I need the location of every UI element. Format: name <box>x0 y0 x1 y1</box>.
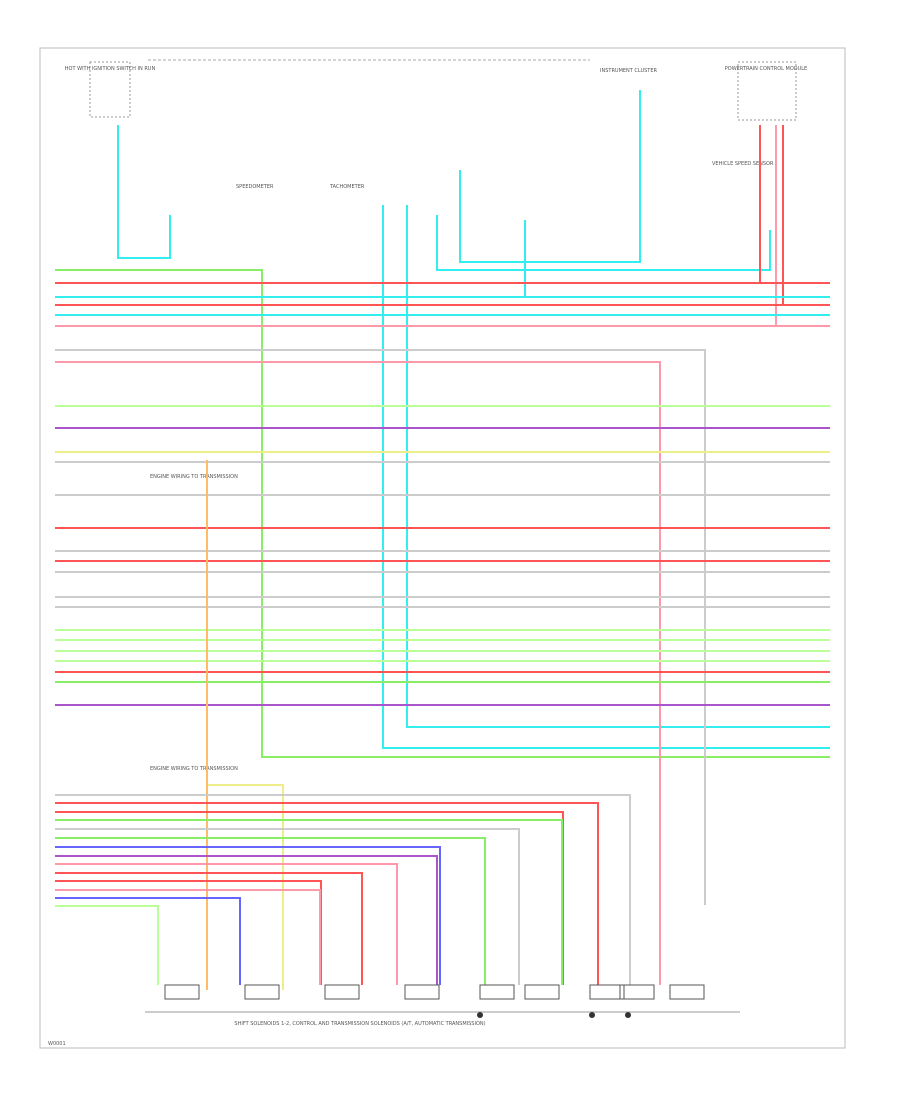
cluster-label: INSTRUMENT CLUSTER <box>600 68 658 74</box>
solenoid <box>524 984 560 1000</box>
connector-box <box>89 61 131 118</box>
solenoid <box>669 984 705 1000</box>
wire <box>524 220 830 298</box>
wire <box>55 361 661 985</box>
wire <box>55 872 363 985</box>
solenoid <box>619 984 655 1000</box>
ground <box>625 1012 631 1018</box>
splice-label: ENGINE WIRING TO TRANSMISSION <box>150 474 238 480</box>
solenoid <box>404 984 440 1000</box>
wire <box>406 205 830 728</box>
gauge-label: SPEEDOMETER <box>236 184 274 190</box>
connector-label: HOT WITH IGNITION SWITCH IN RUN <box>65 66 156 72</box>
caption: SHIFT SOLENOIDS 1-2, CONTROL AND TRANSMI… <box>234 1021 485 1027</box>
wire <box>117 125 171 259</box>
wire <box>55 846 441 985</box>
wire <box>55 897 241 985</box>
wire <box>55 802 599 985</box>
connector-box <box>737 61 797 121</box>
solenoid <box>589 984 625 1000</box>
wire <box>55 794 631 985</box>
ground <box>589 1012 595 1018</box>
ground <box>477 1012 483 1018</box>
wire <box>55 349 706 905</box>
frame <box>39 47 846 1049</box>
gauge-label: TACHOMETER <box>329 184 365 190</box>
wire <box>459 90 641 263</box>
wire <box>55 828 520 985</box>
wires <box>55 90 830 1018</box>
wire <box>55 819 563 985</box>
wire <box>55 855 438 985</box>
solenoid <box>244 984 280 1000</box>
sensor-label: VEHICLE SPEED SENSOR <box>712 161 774 167</box>
solenoid <box>164 984 200 1000</box>
footer: W0001 <box>48 1041 66 1047</box>
wire <box>55 837 486 985</box>
wire <box>55 269 830 758</box>
wire <box>55 889 321 985</box>
solenoid <box>324 984 360 1000</box>
wire <box>208 784 284 990</box>
connector-label: POWERTRAIN CONTROL MODULE <box>725 66 807 72</box>
wire <box>382 205 830 749</box>
wire <box>436 215 771 271</box>
wire <box>55 863 398 985</box>
splice-label: ENGINE WIRING TO TRANSMISSION <box>150 766 238 772</box>
wire <box>55 880 322 985</box>
wire <box>55 905 159 985</box>
solenoid <box>479 984 515 1000</box>
